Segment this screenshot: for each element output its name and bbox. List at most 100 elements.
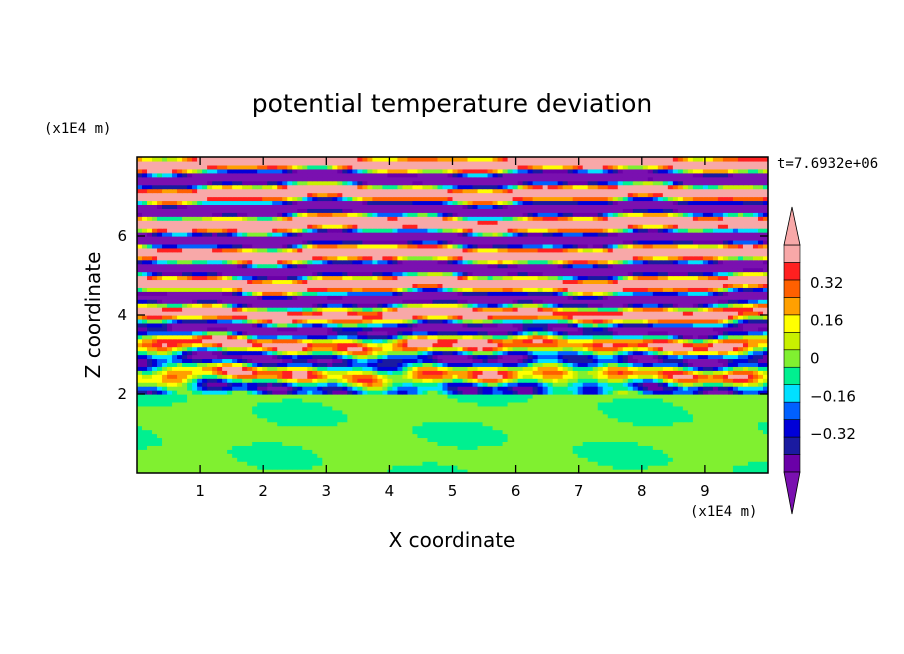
field-cell [412, 449, 419, 454]
field-cell [462, 433, 469, 439]
field-cell [432, 425, 439, 431]
field-cell [512, 326, 519, 332]
field-cell [637, 417, 644, 423]
field-cell [502, 461, 509, 466]
field-cell [522, 362, 529, 367]
field-cell [467, 390, 474, 395]
field-cell [572, 409, 579, 415]
field-cell [172, 322, 178, 328]
field-cell [257, 417, 263, 423]
field-cell [757, 469, 764, 473]
field-cell [197, 409, 203, 415]
field-cell [382, 469, 388, 473]
field-cell [632, 366, 639, 371]
field-cell [517, 445, 524, 450]
field-cell [497, 445, 504, 450]
field-cell [582, 469, 589, 473]
field-cell [642, 433, 649, 439]
field-cell [517, 397, 524, 403]
field-cell [337, 425, 343, 431]
field-cell [342, 330, 348, 336]
field-cell [647, 465, 654, 470]
field-cell [462, 342, 469, 348]
field-cell [602, 382, 609, 387]
field-cell [322, 374, 328, 379]
field-cell [622, 421, 629, 427]
field-cell [222, 370, 228, 375]
field-cell [527, 449, 534, 454]
field-cell [237, 374, 243, 379]
field-cell [197, 405, 203, 411]
field-cell [562, 330, 569, 336]
field-cell [292, 445, 298, 450]
field-cell [657, 409, 664, 415]
field-cell [162, 449, 168, 454]
field-cell [722, 405, 729, 411]
field-cell [582, 409, 589, 415]
field-cell [562, 429, 569, 435]
field-cell [217, 405, 223, 411]
field-cell [752, 461, 759, 466]
field-cell [612, 425, 619, 431]
field-cell [307, 334, 313, 340]
field-cell [482, 338, 489, 344]
field-cell [467, 354, 474, 360]
field-cell [617, 465, 624, 470]
field-cell [222, 453, 228, 458]
field-cell [517, 401, 524, 407]
field-cell [587, 350, 594, 356]
field-cell [442, 413, 449, 419]
field-cell [257, 394, 263, 399]
field-cell [147, 409, 153, 415]
field-cell [257, 358, 263, 363]
field-cell [552, 445, 559, 450]
field-cell [162, 429, 168, 435]
field-cell [242, 326, 248, 332]
field-cell [322, 457, 328, 462]
field-cell [682, 394, 689, 399]
field-cell [212, 315, 218, 320]
field-cell [637, 362, 644, 367]
field-cell [537, 334, 544, 340]
field-cell [687, 457, 694, 462]
field-cell [757, 334, 764, 340]
field-cell [267, 390, 273, 395]
field-cell [237, 441, 243, 446]
field-cell [507, 409, 514, 415]
field-cell [427, 453, 434, 458]
field-cell [312, 386, 318, 391]
field-cell [407, 378, 414, 383]
field-cell [552, 346, 559, 352]
field-cell [632, 409, 639, 415]
field-cell [137, 445, 143, 450]
field-cell [217, 358, 223, 363]
field-cell [567, 409, 574, 415]
field-cell [137, 378, 143, 383]
field-cell [337, 390, 343, 395]
field-cell [672, 405, 679, 411]
field-cell [417, 465, 424, 470]
field-cell [337, 433, 343, 439]
field-cell [332, 437, 338, 442]
field-cell [497, 449, 504, 454]
field-cell [182, 342, 188, 348]
field-cell [387, 413, 394, 419]
field-cell [562, 354, 569, 360]
field-cell [362, 453, 368, 458]
field-cell [577, 469, 584, 473]
field-cell [587, 378, 594, 383]
field-cell [547, 441, 554, 446]
field-cell [537, 315, 544, 320]
field-cell [467, 449, 474, 454]
field-cell [527, 330, 534, 336]
field-cell [612, 469, 619, 473]
field-cell [572, 437, 579, 442]
field-cell [587, 382, 594, 387]
field-cell [592, 437, 599, 442]
field-cell [437, 425, 444, 431]
field-cell [287, 315, 293, 320]
field-cell [612, 326, 619, 332]
field-cell [212, 374, 218, 379]
field-cell [662, 334, 669, 340]
field-cell [397, 401, 404, 407]
